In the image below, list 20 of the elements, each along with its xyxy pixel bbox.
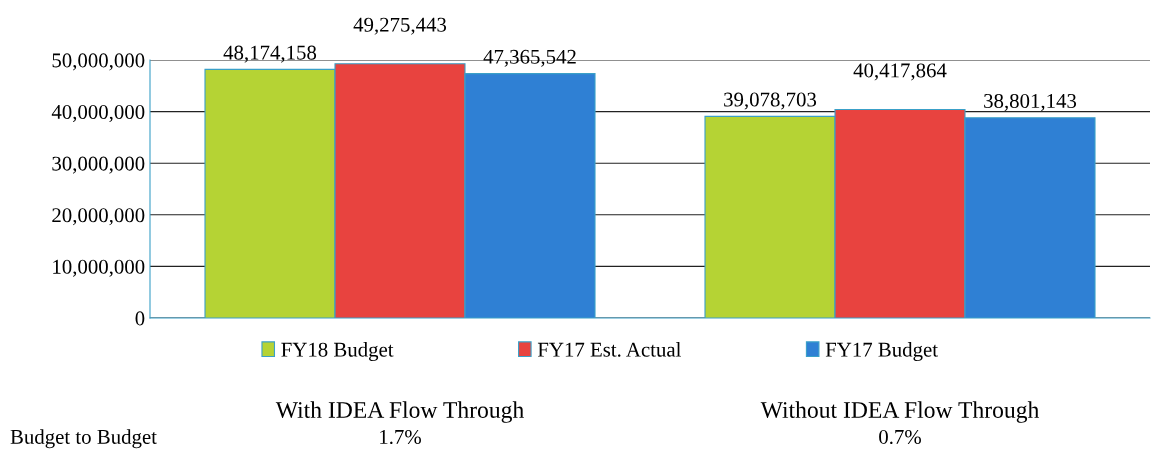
- data-label: 49,275,443: [353, 17, 447, 35]
- text: 1.7%: [380, 429, 421, 445]
- text: 0.7%: [879, 429, 921, 445]
- legend-label: FY18 Budget: [281, 342, 394, 361]
- y-tick-label: 40,000,000: [51, 104, 145, 123]
- y-tick-label: 0: [135, 311, 145, 326]
- data-label: 39,078,703: [724, 92, 817, 110]
- data-label: 48,174,158: [223, 45, 317, 63]
- data-label: 38,801,143: [984, 93, 1077, 111]
- y-tick-label: 20,000,000: [52, 208, 145, 226]
- x-tick-label: With IDEA Flow Through: [275, 401, 524, 423]
- text: Budget to Budget: [10, 429, 157, 449]
- x-tick-label: Without IDEA Flow Through: [760, 401, 1040, 423]
- y-tick-label: 50,000,000: [52, 53, 145, 71]
- data-label: 47,365,542: [483, 49, 576, 67]
- legend-label: FY17 Budget: [825, 342, 938, 361]
- y-tick-label: 30,000,000: [52, 156, 145, 174]
- y-tick-label: 10,000,000: [53, 259, 145, 277]
- data-label: 40,417,864: [853, 63, 947, 81]
- legend-label: FY17 Est. Actual: [537, 342, 682, 357]
